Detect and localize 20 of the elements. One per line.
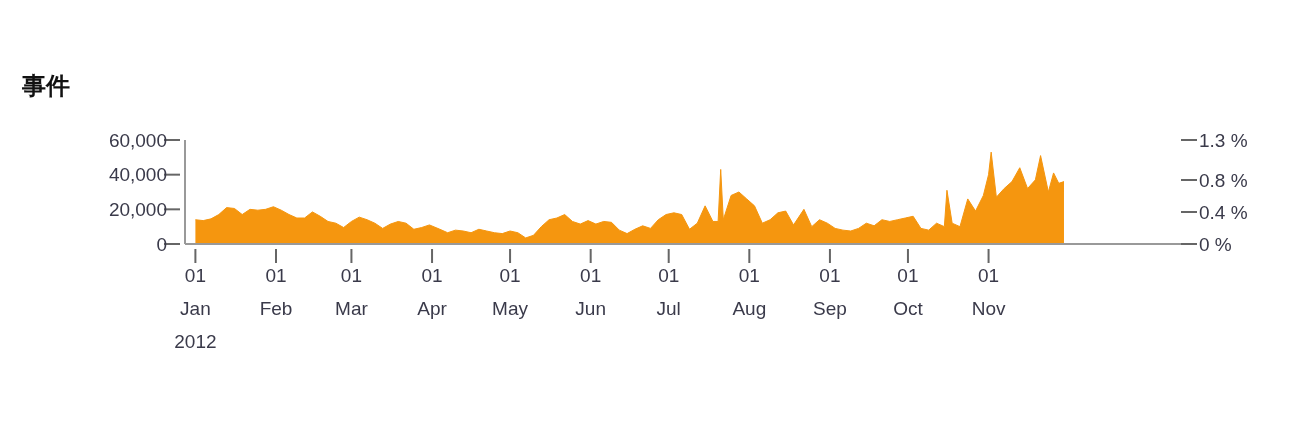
- y2-tick-label: 0.4 %: [1199, 201, 1248, 223]
- y-tick-label: 60,000: [108, 129, 167, 151]
- x-tick-label: 01 Nov: [971, 265, 1006, 319]
- x-tick-label: 01 Apr: [417, 265, 448, 319]
- y-tick-label: 0: [156, 233, 167, 255]
- y-tick-label: 40,000: [108, 164, 167, 186]
- chart-title: 事件: [21, 71, 71, 102]
- x-tick-label: 01 Jan 2012: [174, 265, 217, 352]
- y2-tick-label: 0.8 %: [1199, 169, 1248, 191]
- x-tick-label: 01 Jun: [575, 265, 606, 319]
- x-tick-label: 01 Mar: [335, 265, 369, 319]
- x-tick-label: 01 Sep: [813, 265, 847, 319]
- x-tick-label: 01 Jul: [656, 265, 681, 319]
- x-tick-label: 01 Feb: [259, 265, 293, 319]
- y-tick-label: 20,000: [108, 199, 167, 221]
- x-tick-label: 01 May: [492, 265, 529, 319]
- x-tick-label: 01 Oct: [893, 265, 924, 319]
- y2-tick-label: 0 %: [1199, 233, 1232, 255]
- x-tick-label: 01 Aug: [732, 265, 767, 319]
- y2-tick-label: 1.3 %: [1199, 129, 1248, 151]
